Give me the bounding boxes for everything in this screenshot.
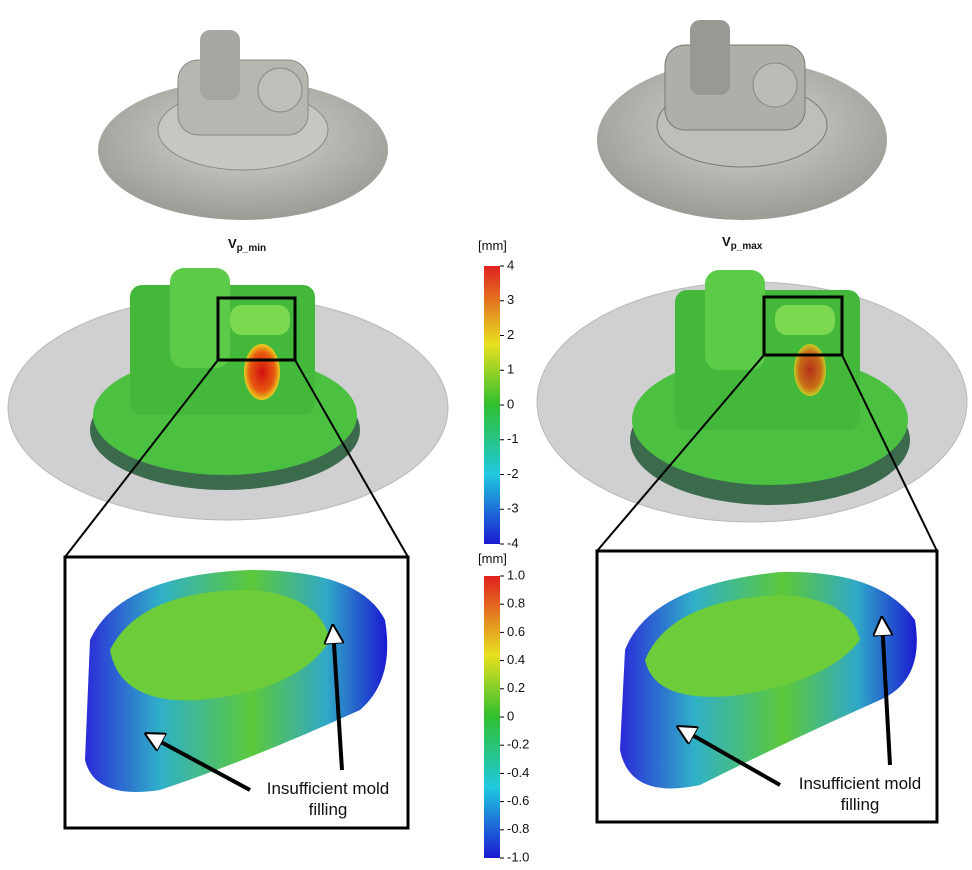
tick-label: -0.6 <box>507 793 529 808</box>
tick-label: -0.2 <box>507 737 529 752</box>
tick-label: -2 <box>507 466 519 481</box>
scan-right <box>536 270 968 552</box>
tick-label: 0.8 <box>507 596 525 611</box>
tick-label: 0.2 <box>507 680 525 695</box>
tick-label: 1.0 <box>507 567 525 582</box>
photo-right <box>597 20 887 220</box>
scan-left <box>7 268 449 558</box>
tick-label: 2 <box>507 327 514 342</box>
colorbar: [mm] 1.0 0.8 0.6 0.4 0.2 0 -0.2 -0.4 -0.6 -0.8 -1.… <box>478 551 529 864</box>
annotation: filling <box>309 800 348 819</box>
panel-label: Vp_min <box>228 236 266 254</box>
photo-left <box>98 30 388 220</box>
tick-label: -4 <box>507 535 519 550</box>
colorbar-unit: [mm] <box>478 238 507 253</box>
zoom-left: Insufficient mold filling <box>63 555 410 830</box>
tick-label: 0.6 <box>507 624 525 639</box>
tick-label: 0.4 <box>507 652 525 667</box>
tick-label: -1 <box>507 431 519 446</box>
tick-label: 3 <box>507 292 514 307</box>
colorbar: [mm] 4 3 2 1 0 -1 -2 -3 -4 <box>478 238 519 550</box>
tick-label: 4 <box>507 257 514 272</box>
tick-label: -1.0 <box>507 849 529 864</box>
colorbar-unit: [mm] <box>478 551 507 566</box>
tick-label: -3 <box>507 501 519 516</box>
annotation: Insufficient mold <box>799 774 922 793</box>
zoom-right: Insufficient mold filling <box>595 549 939 824</box>
tick-label: -0.4 <box>507 765 529 780</box>
tick-label: 0 <box>507 708 514 723</box>
annotation: Insufficient mold <box>267 779 390 798</box>
tick-label: 1 <box>507 362 514 377</box>
annotation: filling <box>841 795 880 814</box>
panel-label: Vp_max <box>722 234 763 252</box>
tick-label: -0.8 <box>507 821 529 836</box>
tick-label: 0 <box>507 396 514 411</box>
